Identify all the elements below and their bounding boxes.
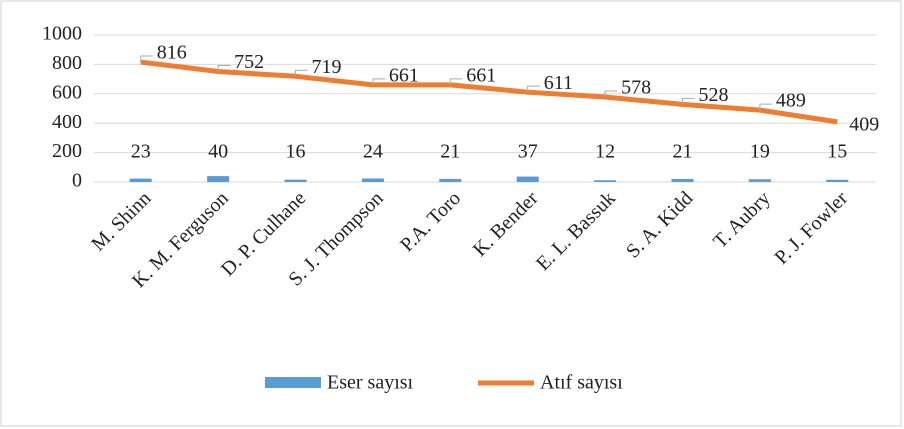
bar-value-label: 21 xyxy=(673,141,693,163)
legend-label: Eser sayısı xyxy=(327,372,414,394)
legend-label: Atıf sayısı xyxy=(540,372,623,394)
bar xyxy=(361,178,384,182)
line-value-label: 719 xyxy=(312,56,342,78)
leader-line xyxy=(527,85,540,93)
leader-line xyxy=(140,55,153,63)
leader-line xyxy=(682,97,695,105)
leader-line xyxy=(217,64,231,72)
bar xyxy=(284,179,307,182)
bar-value-label: 21 xyxy=(440,141,460,163)
bar-value-label: 40 xyxy=(208,141,228,163)
bar xyxy=(748,179,771,182)
bar-value-label: 37 xyxy=(518,141,538,163)
line xyxy=(140,59,838,125)
bar xyxy=(129,178,152,182)
leader-line xyxy=(604,90,618,98)
bar-value-label: 15 xyxy=(827,141,847,163)
leader-line xyxy=(449,78,463,85)
line-value-label: 611 xyxy=(544,72,573,94)
y-tick-label: 600 xyxy=(52,81,82,103)
y-tick-label: 1000 xyxy=(42,23,82,45)
line-value-label: 409 xyxy=(849,113,879,135)
leader-line xyxy=(295,69,308,77)
leader-line xyxy=(372,78,385,85)
line-value-label: 661 xyxy=(466,64,496,86)
bar xyxy=(826,179,849,182)
bar-value-label: 19 xyxy=(750,141,770,163)
line-value-label: 816 xyxy=(157,42,187,64)
bar-value-label: 23 xyxy=(131,141,151,163)
bar-value-label: 12 xyxy=(595,141,615,163)
bar xyxy=(671,178,694,182)
line-value-label: 661 xyxy=(389,64,419,86)
bar xyxy=(594,180,617,182)
line-value-label: 489 xyxy=(776,90,806,112)
y-tick-label: 400 xyxy=(52,111,82,133)
bar xyxy=(439,178,462,182)
y-tick-label: 0 xyxy=(72,170,82,192)
bar xyxy=(516,176,539,182)
leader-line xyxy=(759,103,772,111)
bar-value-label: 16 xyxy=(286,141,306,163)
bar xyxy=(207,176,230,182)
y-tick-label: 200 xyxy=(52,140,82,162)
legend-swatch xyxy=(265,377,321,388)
bar-value-label: 24 xyxy=(363,141,383,163)
y-tick-label: 800 xyxy=(52,52,82,74)
line-value-label: 578 xyxy=(621,77,651,99)
line-value-label: 528 xyxy=(699,84,729,106)
line-value-label: 752 xyxy=(234,51,264,73)
